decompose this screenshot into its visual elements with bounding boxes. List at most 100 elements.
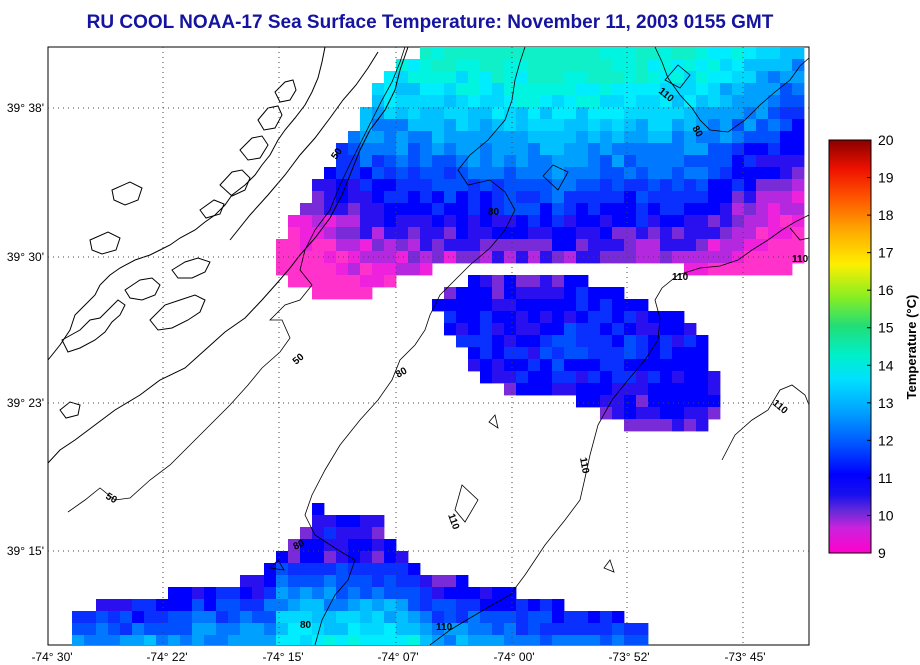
sst-pixel (564, 167, 577, 180)
sst-pixel (564, 131, 577, 144)
sst-pixel (600, 623, 613, 636)
sst-pixel (636, 131, 649, 144)
sst-pixel (456, 599, 469, 612)
sst-pixel (732, 71, 745, 84)
sst-pixel (504, 371, 517, 384)
sst-pixel (408, 263, 421, 276)
sst-pixel (672, 107, 685, 120)
sst-pixel (744, 47, 757, 60)
sst-pixel (276, 575, 289, 588)
sst-pixel (696, 179, 709, 192)
sst-pixel (312, 275, 325, 288)
sst-pixel (492, 299, 505, 312)
sst-pixel (456, 59, 469, 72)
sst-pixel (588, 611, 601, 624)
sst-pixel (504, 203, 517, 216)
sst-pixel (312, 503, 325, 516)
sst-pixel (624, 323, 637, 336)
sst-pixel (744, 227, 757, 240)
sst-pixel (228, 635, 241, 645)
sst-pixel (600, 119, 613, 132)
lat-tick-label: 39° 15' (7, 544, 44, 558)
sst-pixel (360, 239, 373, 252)
sst-pixel (336, 515, 349, 528)
sst-pixel (444, 299, 457, 312)
sst-pixel (756, 263, 769, 276)
sst-pixel (384, 203, 397, 216)
sst-pixel (480, 71, 493, 84)
marsh-5 (219, 169, 251, 197)
contour-110-b (654, 47, 809, 133)
sst-pixel (708, 227, 721, 240)
sst-pixel (624, 623, 637, 636)
sst-pixel (468, 599, 481, 612)
sst-pixel (780, 119, 793, 132)
sst-pixel (252, 587, 265, 600)
sst-pixel (384, 155, 397, 168)
sst-pixel (372, 563, 385, 576)
sst-pixel (372, 143, 385, 156)
sst-pixel (276, 611, 289, 624)
sst-pixel (96, 623, 109, 636)
sst-pixel (504, 287, 517, 300)
sst-pixel (660, 371, 673, 384)
sst-pixel (432, 575, 445, 588)
sst-pixel (540, 215, 553, 228)
sst-pixel (396, 227, 409, 240)
sst-pixel (432, 107, 445, 120)
sst-pixel (672, 383, 685, 396)
colorbar-ticks: 9 10 11 12 13 14 15 16 17 18 19 20 (867, 132, 894, 561)
sst-pixel (444, 599, 457, 612)
sst-pixel (768, 95, 781, 108)
sst-pixel (492, 623, 505, 636)
sst-pixel (276, 263, 289, 276)
sst-pixel (552, 131, 565, 144)
sst-pixel (324, 527, 337, 540)
sst-pixel (672, 119, 685, 132)
sst-pixel (636, 407, 649, 420)
sst-pixel (408, 599, 421, 612)
sst-pixel (432, 227, 445, 240)
sst-pixel (468, 323, 481, 336)
sst-pixel (276, 623, 289, 636)
sst-pixel (732, 83, 745, 96)
sst-pixel (720, 227, 733, 240)
sst-pixel (336, 287, 349, 300)
sst-pixel (792, 131, 805, 144)
sst-pixel (684, 335, 697, 348)
sst-pixel (732, 239, 745, 252)
sst-pixel (576, 167, 589, 180)
sst-pixel (444, 239, 457, 252)
sst-pixel (744, 203, 757, 216)
sst-pixel (660, 335, 673, 348)
sst-pixel (552, 623, 565, 636)
sst-pixel (456, 155, 469, 168)
sst-pixel (492, 359, 505, 372)
sst-pixel (396, 143, 409, 156)
contour-label-layer: 50 50 50 80 80 80 80 80 110 110 110 110 … (104, 86, 809, 633)
sst-pixel (564, 371, 577, 384)
sst-pixel (708, 107, 721, 120)
sst-pixel (408, 143, 421, 156)
sst-pixel (348, 251, 361, 264)
sst-pixel (372, 599, 385, 612)
sst-pixel-layer (72, 47, 805, 645)
sst-pixel (528, 59, 541, 72)
sst-pixel (480, 359, 493, 372)
sst-pixel (408, 119, 421, 132)
sst-pixel (456, 323, 469, 336)
sst-pixel (744, 107, 757, 120)
sst-pixel (216, 635, 229, 645)
sst-pixel (492, 587, 505, 600)
sst-pixel (420, 191, 433, 204)
sst-pixel (216, 611, 229, 624)
sst-pixel (348, 623, 361, 636)
sst-pixel (660, 347, 673, 360)
sst-pixel (768, 71, 781, 84)
sst-pixel (516, 251, 529, 264)
sst-pixel (468, 71, 481, 84)
sst-pixel (576, 227, 589, 240)
sst-pixel (552, 155, 565, 168)
sst-pixel (612, 95, 625, 108)
sst-pixel (480, 227, 493, 240)
